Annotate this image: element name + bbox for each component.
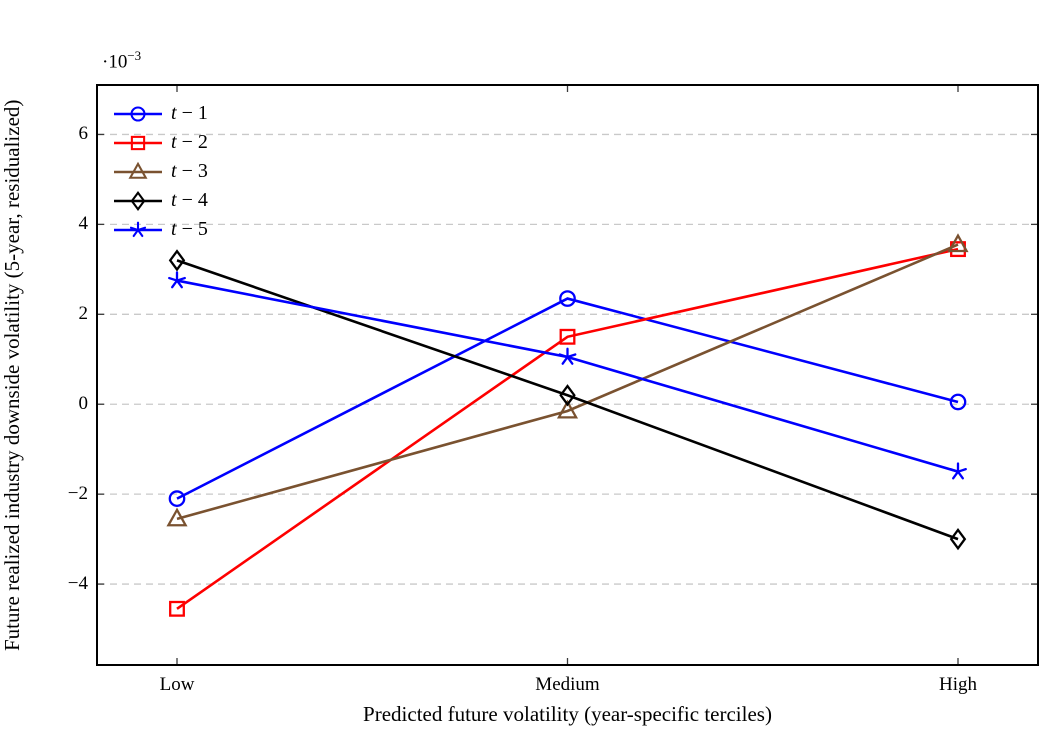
star-marker xyxy=(566,355,574,365)
plot-border xyxy=(96,84,1039,666)
star-marker xyxy=(132,228,140,237)
legend-marker-diamond xyxy=(114,190,162,211)
legend-label: t − 4 xyxy=(171,189,208,211)
x-tick-label-medium: Medium xyxy=(535,674,600,695)
legend-label: t − 2 xyxy=(171,131,208,153)
y-axis-multiplier: ·10−3 xyxy=(102,48,141,73)
star-marker xyxy=(558,353,569,359)
legend: t − 1 t − 2 t − 3 t − 4 t − 5 xyxy=(112,99,208,244)
legend-item: t − 4 xyxy=(112,186,208,215)
legend-label: t − 3 xyxy=(171,160,208,182)
y-tick-label: −4 xyxy=(67,573,88,595)
star-marker xyxy=(956,470,964,480)
triangle-marker xyxy=(128,161,148,179)
star-marker xyxy=(129,226,140,231)
x-tick-label-low: Low xyxy=(159,674,195,695)
star-marker xyxy=(171,279,179,289)
triangle-marker xyxy=(556,399,579,419)
legend-label: t − 5 xyxy=(171,218,208,240)
y-axis-multiplier-base: ·10 xyxy=(102,51,128,73)
star-marker xyxy=(949,467,960,473)
star-marker xyxy=(136,226,147,231)
star-marker xyxy=(561,355,569,365)
legend-marker-triangle xyxy=(114,161,162,179)
star-marker xyxy=(952,470,960,480)
y-tick-label: 4 xyxy=(78,213,89,235)
y-tick-label: 6 xyxy=(78,123,89,145)
legend-item: t − 1 xyxy=(112,99,208,128)
legend-marker-square xyxy=(114,135,162,150)
series-t−1 xyxy=(168,290,967,507)
series-t−3 xyxy=(166,233,969,527)
legend-item: t − 5 xyxy=(112,215,208,244)
x-axis-label: Predicted future volatility (year-specif… xyxy=(363,702,772,726)
star-marker xyxy=(175,276,186,282)
circle-marker xyxy=(130,105,146,122)
star-marker xyxy=(175,279,183,289)
square-marker xyxy=(559,328,576,345)
legend-marker-circle xyxy=(114,105,162,122)
diamond-marker xyxy=(130,190,146,211)
y-tick-label: 0 xyxy=(78,393,89,415)
diamond-marker xyxy=(949,527,967,551)
series-line xyxy=(176,247,959,610)
series-t−5 xyxy=(168,271,967,480)
star-marker xyxy=(956,467,967,473)
y-tick-label: −2 xyxy=(67,483,88,505)
series-line xyxy=(176,297,959,500)
x-tick-label-high: High xyxy=(939,674,977,695)
triangle-marker xyxy=(166,507,188,527)
legend-item: t − 2 xyxy=(112,128,208,157)
circle-marker xyxy=(949,393,967,411)
star-marker xyxy=(566,353,577,359)
triangle-marker xyxy=(947,233,969,253)
circle-marker xyxy=(559,290,576,307)
legend-item: t − 3 xyxy=(112,157,208,186)
square-marker xyxy=(169,600,185,617)
y-axis-multiplier-exponent: −3 xyxy=(127,48,142,63)
diamond-marker xyxy=(559,384,576,407)
square-marker xyxy=(130,135,146,150)
series-line xyxy=(176,279,959,473)
star-marker xyxy=(136,228,144,237)
series-line xyxy=(176,243,959,521)
star-marker xyxy=(168,276,179,282)
y-tick-label: 2 xyxy=(78,303,89,325)
circle-marker xyxy=(168,490,186,507)
legend-marker-star xyxy=(114,221,162,237)
legend-label: t − 1 xyxy=(171,102,208,124)
diamond-marker xyxy=(168,249,186,272)
